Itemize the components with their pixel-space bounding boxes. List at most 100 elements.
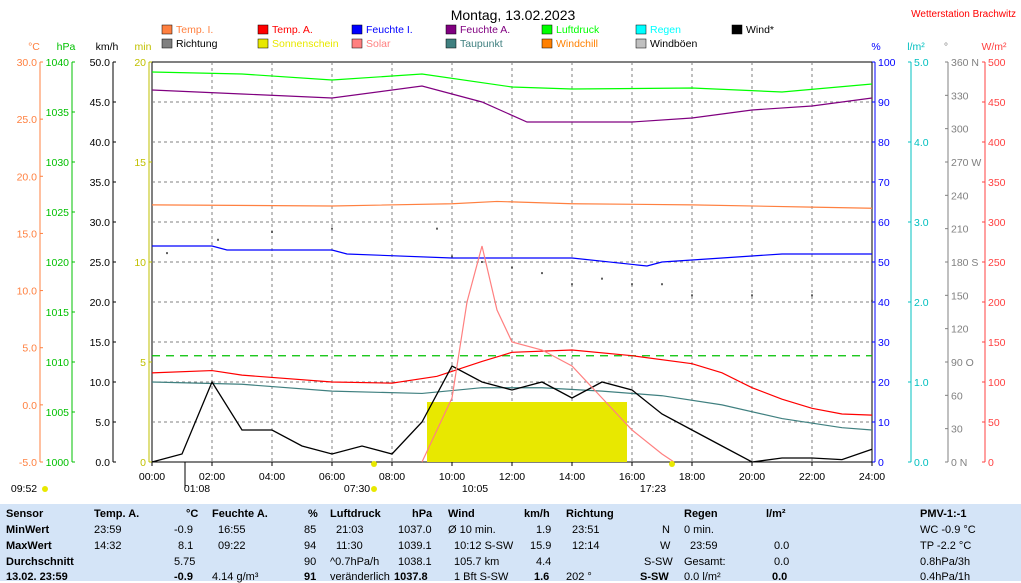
- legend-swatch: [731, 24, 743, 35]
- legend-swatch: [541, 24, 553, 35]
- time-tick-label: 24:00: [859, 471, 885, 483]
- axis-tick-label-sun: 20: [134, 57, 146, 69]
- direction-point: [511, 266, 513, 269]
- axis-tick-label-solar: 450: [988, 97, 1006, 109]
- axis-tick-label-direction: 210: [951, 224, 969, 236]
- legend-label: Luftdruck: [556, 24, 600, 36]
- series-line-feuchtea: [151, 85, 873, 123]
- direction-point: [571, 283, 573, 286]
- stats-cell: 10:12 S-SW: [454, 540, 514, 552]
- axis-unit-sun: min: [135, 41, 152, 53]
- axis-tick-label-pressure: 1020: [46, 257, 70, 269]
- chart-series: [151, 71, 873, 463]
- stats-cell: 8.1: [178, 540, 194, 552]
- legend-label: Windböen: [650, 38, 697, 50]
- stats-cell: 4.14 g/m³: [212, 571, 259, 583]
- axis-tick-label-solar: 350: [988, 177, 1006, 189]
- stats-wind-unit: km/h: [524, 508, 550, 520]
- axis-tick-label-sun: 0: [140, 457, 146, 469]
- legend-swatch: [161, 38, 173, 49]
- axis-unit-temp: °C: [28, 41, 40, 53]
- axis-tick-label-temp: -5.0: [19, 457, 37, 469]
- axis-tick-label-temp: 10.0: [17, 286, 38, 298]
- series-line-tempi: [151, 200, 873, 209]
- axis-tick-label-humidity: 30: [878, 337, 890, 349]
- axis-tick-label-rain: 1.0: [914, 377, 929, 389]
- direction-point: [271, 231, 273, 233]
- series-line-feuchtei: [152, 245, 872, 267]
- axis-tick-label-rain: 4.0: [914, 137, 929, 149]
- stats-cell: 1038.1: [398, 556, 432, 568]
- stats-cell: 12:14: [572, 540, 600, 552]
- time-tick-label: 08:00: [379, 471, 405, 483]
- axis-tick-label-solar: 50: [988, 417, 1000, 429]
- axis-tick-label-wind: 15.0: [90, 337, 111, 349]
- stats-cell: 23:59: [690, 540, 718, 552]
- axis-tick-label-direction: 300: [951, 124, 969, 136]
- legend-swatch: [541, 38, 553, 49]
- stats-cell: 09:22: [218, 540, 246, 552]
- axis-tick-label-solar: 500: [988, 57, 1006, 69]
- marker-label: 01:08: [184, 483, 210, 495]
- legend-label: Windchill: [556, 38, 598, 50]
- axis-unit-direction: °: [944, 41, 948, 53]
- sunset-dot: [669, 461, 675, 467]
- axis-tick-label-direction: 240: [951, 190, 969, 202]
- time-tick-label: 20:00: [739, 471, 765, 483]
- axis-tick-label-solar: 150: [988, 337, 1006, 349]
- axis-tick-label-wind: 25.0: [90, 257, 111, 269]
- time-tick-label: 12:00: [499, 471, 525, 483]
- stats-cell: WC -0.9 °C: [920, 524, 976, 536]
- stats-cell: Ø 10 min.: [448, 524, 496, 536]
- time-tick-label: 18:00: [679, 471, 705, 483]
- legend-label: Temp. I.: [176, 24, 213, 36]
- series-line-tempa: [151, 349, 873, 416]
- stats-cell: 5.75: [174, 556, 196, 568]
- stats-row-label: MinWert: [6, 524, 50, 536]
- legend-swatch: [635, 38, 647, 49]
- axis-tick-label-direction: 180 S: [951, 257, 978, 269]
- stats-cell: 0.0 l/m²: [684, 571, 721, 583]
- stats-cell: 0.4hPa/1h: [920, 571, 971, 583]
- axis-unit-solar: W/m²: [981, 41, 1007, 53]
- time-tick-label: 02:00: [199, 471, 225, 483]
- axis-tick-label-humidity: 80: [878, 137, 890, 149]
- legend-label: Richtung: [176, 38, 218, 50]
- stats-hum-header: Feuchte A.: [212, 508, 268, 520]
- stats-rain-header: Regen: [684, 508, 718, 520]
- stats-cell: 91: [304, 571, 317, 583]
- time-tick-label: 06:00: [319, 471, 345, 483]
- axis-tick-label-solar: 200: [988, 297, 1006, 309]
- stats-cell: 0.8hPa/3h: [920, 556, 971, 568]
- axis-tick-label-wind: 0.0: [95, 457, 110, 469]
- stats-table: Sensor MinWert MaxWert Durchschnitt 13.0…: [0, 504, 1021, 583]
- stats-cell: S-SW: [640, 571, 669, 583]
- legend-swatch: [161, 24, 173, 35]
- chart-grid: [151, 61, 873, 463]
- stats-wind-col: Wind km/h Ø 10 min. 1.9 10:12 S-SW 15.9 …: [448, 504, 556, 583]
- stats-cell: N: [662, 524, 670, 536]
- time-tick-label: 16:00: [619, 471, 645, 483]
- axis-tick-label-temp: 20.0: [17, 171, 38, 183]
- stats-rain-unit: l/m²: [766, 508, 786, 520]
- stats-cell: 23:59: [94, 524, 122, 536]
- direction-point: [166, 252, 168, 255]
- stats-row-label: 13.02. 23:59: [6, 571, 68, 583]
- stats-sensor-header: Sensor: [6, 508, 44, 520]
- axis-tick-label-rain: 5.0: [914, 57, 929, 69]
- direction-point: [601, 277, 603, 280]
- axis-tick-label-rain: 3.0: [914, 217, 929, 229]
- axis-tick-label-wind: 5.0: [95, 417, 110, 429]
- chart-title: Montag, 13.02.2023: [451, 7, 576, 23]
- direction-point: [217, 238, 219, 241]
- axis-unit-rain: l/m²: [907, 41, 925, 53]
- legend-swatch: [257, 38, 269, 49]
- direction-point: [331, 227, 333, 230]
- axis-tick-label-solar: 100: [988, 377, 1006, 389]
- axis-tick-label-humidity: 40: [878, 297, 890, 309]
- axis-tick-label-solar: 250: [988, 257, 1006, 269]
- legend-label: Taupunkt: [460, 38, 503, 50]
- legend-label: Solar: [366, 38, 391, 50]
- axis-tick-label-humidity: 20: [878, 377, 890, 389]
- station-name: Wetterstation Brachwitz: [911, 9, 1016, 20]
